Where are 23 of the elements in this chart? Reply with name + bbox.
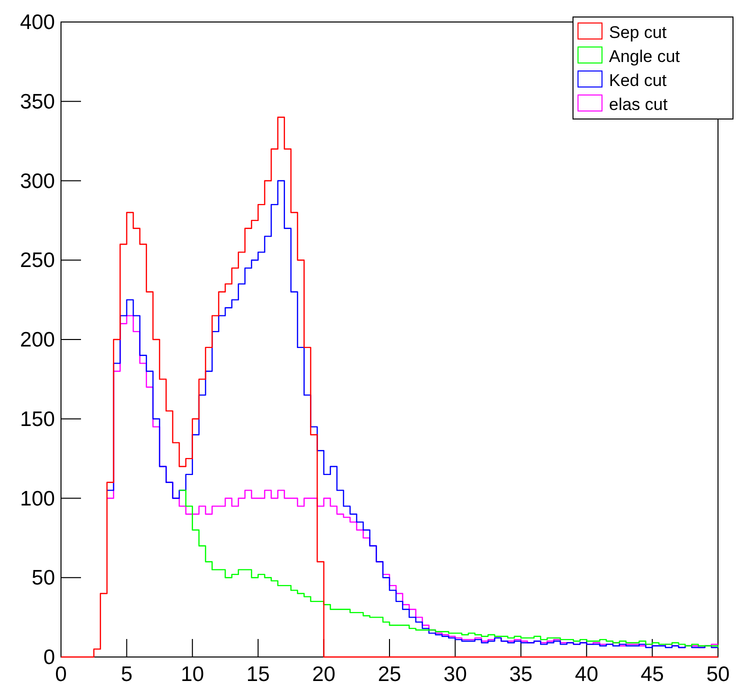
y-tick-label: 300 xyxy=(20,170,55,193)
x-tick-label: 45 xyxy=(640,663,664,686)
x-tick-label: 25 xyxy=(378,663,402,686)
y-tick-label: 50 xyxy=(32,566,55,590)
x-tick-label: 40 xyxy=(574,663,598,686)
x-tick-label: 5 xyxy=(120,663,133,686)
x-tick-label: 20 xyxy=(312,663,336,686)
x-tick-label: 50 xyxy=(706,663,730,686)
y-tick-label: 400 xyxy=(20,11,55,34)
y-tick-label: 250 xyxy=(20,249,55,272)
legend-label: Angle cut xyxy=(609,47,680,66)
legend-label: Sep cut xyxy=(609,23,667,42)
y-tick-label: 200 xyxy=(20,328,55,352)
legend-label: Ked cut xyxy=(609,71,667,90)
y-tick-label: 0 xyxy=(43,646,55,669)
y-tick-label: 150 xyxy=(20,408,55,431)
x-tick-label: 15 xyxy=(246,663,270,686)
x-tick-label: 10 xyxy=(180,663,204,686)
y-tick-label: 100 xyxy=(20,487,55,510)
x-tick-label: 30 xyxy=(444,663,467,686)
y-tick-label: 350 xyxy=(20,90,55,114)
x-tick-label: 35 xyxy=(509,663,533,686)
legend-label: elas cut xyxy=(609,95,668,114)
